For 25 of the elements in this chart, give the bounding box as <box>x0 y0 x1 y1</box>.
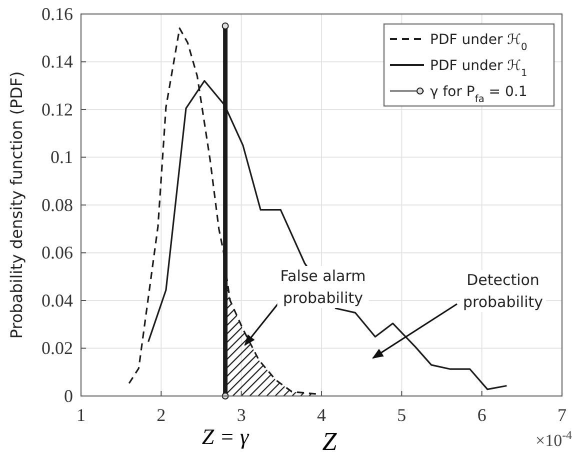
y-tick-label: 0.06 <box>42 242 73 263</box>
y-tick-label: 0.14 <box>42 52 73 72</box>
y-tick-label: 0.16 <box>42 4 73 24</box>
y-tick-label: 0.12 <box>42 99 73 120</box>
legend-label: γ for P$_{fa}$ = 0.1 <box>430 84 528 104</box>
x-tick-label: 1 <box>76 404 86 425</box>
x-tick-label: 6 <box>477 404 486 425</box>
annotation: False alarm probability <box>280 267 366 307</box>
x-axis-title: Z <box>322 427 338 456</box>
text: Z = γ <box>202 424 250 449</box>
x-tick-label: 4 <box>317 404 326 425</box>
annotation: Detection probability <box>462 271 544 311</box>
x-tick-label: 3 <box>236 404 246 425</box>
y-tick-label: 0.04 <box>42 290 73 310</box>
x-tick-label: 2 <box>156 404 166 425</box>
y-tick-label: 0 <box>64 386 73 406</box>
x-tick-label: 7 <box>558 404 566 425</box>
y-tick-label: 0.02 <box>42 338 73 358</box>
legend-label: PDF under ℋ$_{0}$ <box>430 32 528 52</box>
y-tick-label: 0.08 <box>42 194 73 215</box>
legend-label: PDF under ℋ$_{1}$ <box>430 58 528 78</box>
y-tick-label: 0.1 <box>50 147 73 168</box>
x-tick-label: 5 <box>397 404 406 425</box>
text: ×10$^{-4}$ <box>536 428 572 450</box>
y-axis-title: Probability density function (PDF) <box>7 71 26 339</box>
